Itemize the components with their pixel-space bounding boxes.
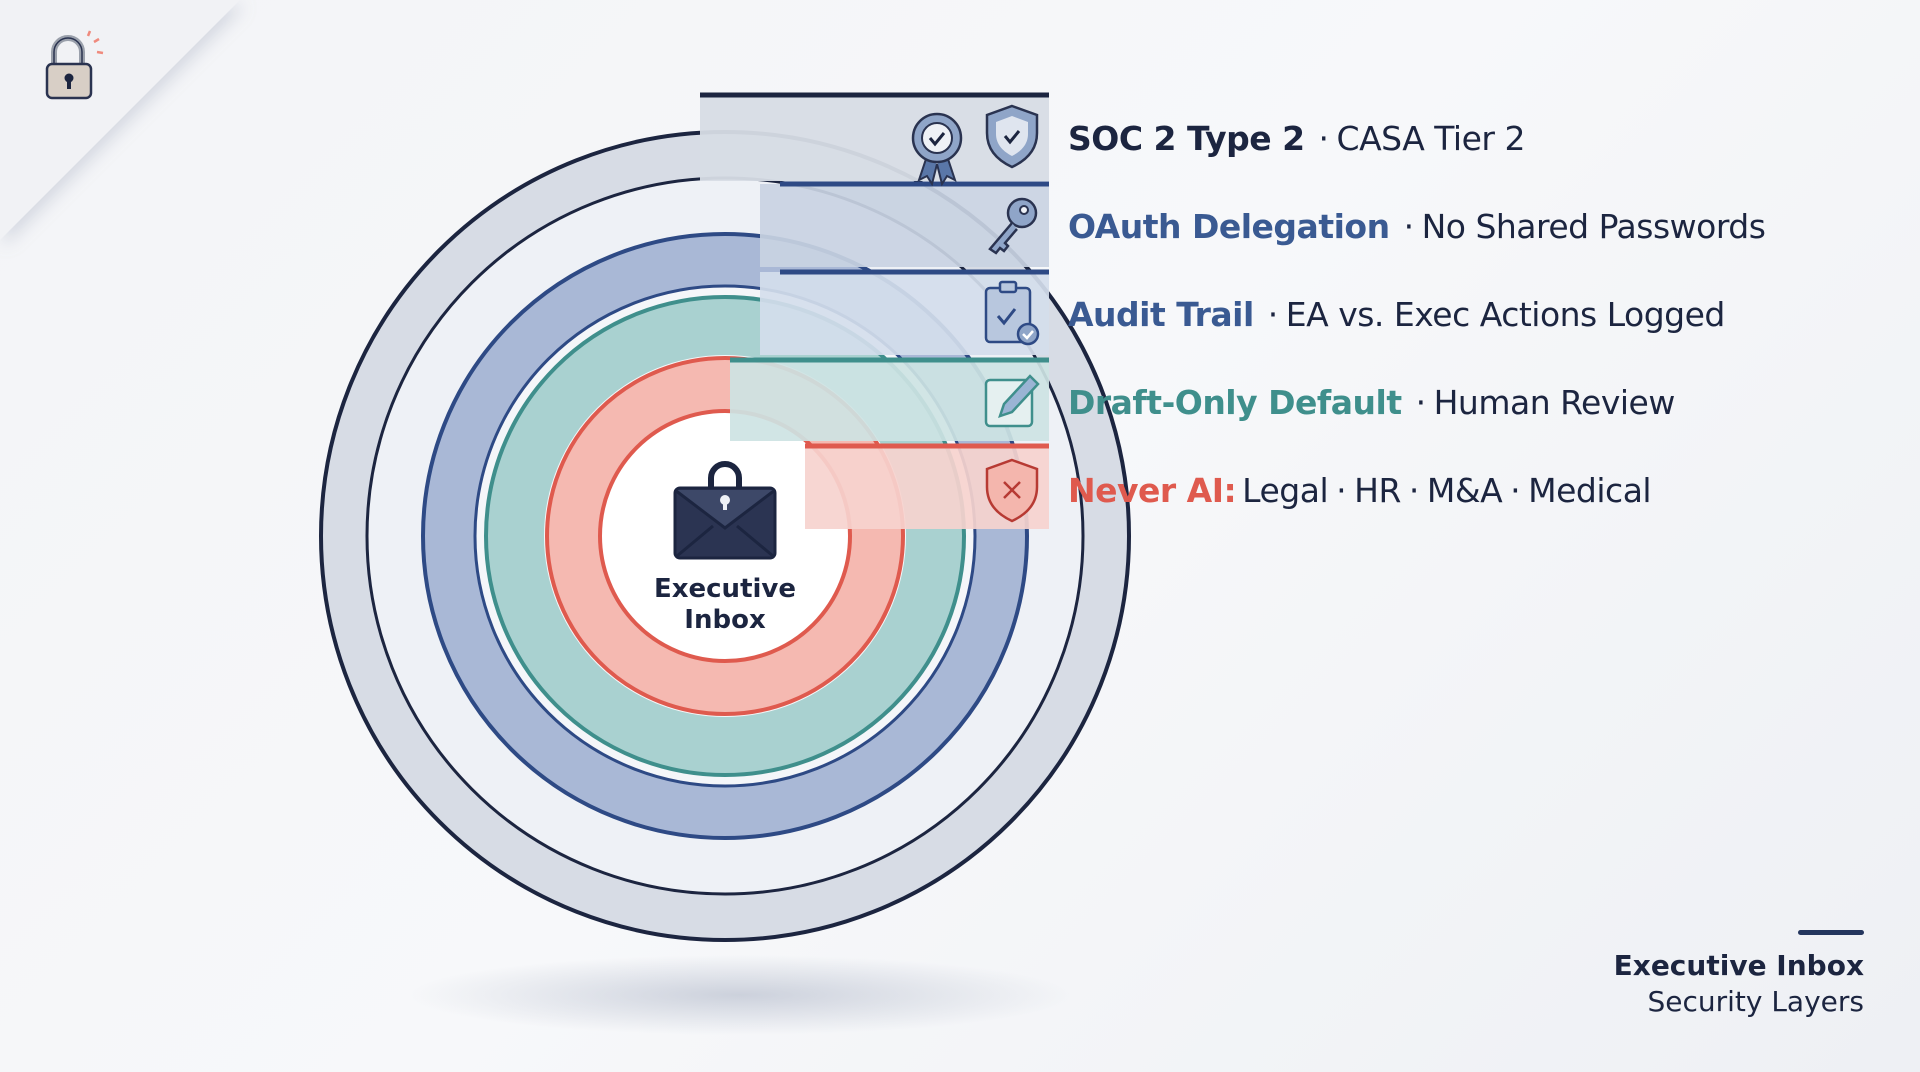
- caption-accent-bar: [1798, 930, 1864, 935]
- key-icon: [988, 197, 1038, 255]
- layer-oauth: OAuth Delegation · No Shared Passwords: [1068, 206, 1766, 246]
- layer-detail: EA vs. Exec Actions Logged: [1285, 294, 1726, 334]
- envelope-lock-icon: [673, 461, 777, 560]
- layer-detail: No Shared Passwords: [1421, 206, 1766, 246]
- layer-title: SOC 2 Type 2: [1068, 118, 1305, 158]
- layer-title: Draft-Only Default: [1068, 382, 1402, 422]
- shield-check-icon: [985, 104, 1039, 169]
- shield-x-icon: [985, 458, 1039, 523]
- layer-audit: Audit Trail · EA vs. Exec Actions Logged: [1068, 294, 1726, 334]
- layer-soc2: SOC 2 Type 2 · CASA Tier 2: [1068, 118, 1526, 158]
- corner-fold: [0, 0, 240, 240]
- layer-title: OAuth Delegation: [1068, 206, 1390, 246]
- shadow: [410, 955, 1070, 1035]
- layer-detail: Human Review: [1433, 382, 1676, 422]
- award-badge-icon: [911, 112, 963, 187]
- lock-icon: [45, 30, 104, 100]
- caption-subtitle: Security Layers: [1647, 985, 1864, 1018]
- layer-draft: Draft-Only Default · Human Review: [1068, 382, 1676, 422]
- edit-pencil-icon: [984, 374, 1040, 428]
- center-title-line2: Inbox: [684, 605, 766, 635]
- layer-never-ai: Never AI: Legal · HR · M&A · Medical: [1068, 470, 1652, 510]
- caption: Executive Inbox Security Layers: [1613, 930, 1864, 1020]
- layer-detail: CASA Tier 2: [1336, 118, 1526, 158]
- layer-title: Audit Trail: [1068, 294, 1254, 334]
- layer-title: Never AI:: [1068, 470, 1237, 510]
- clipboard-check-icon: [984, 280, 1040, 346]
- center-title-line1: Executive: [654, 574, 796, 604]
- caption-title: Executive Inbox: [1613, 949, 1864, 982]
